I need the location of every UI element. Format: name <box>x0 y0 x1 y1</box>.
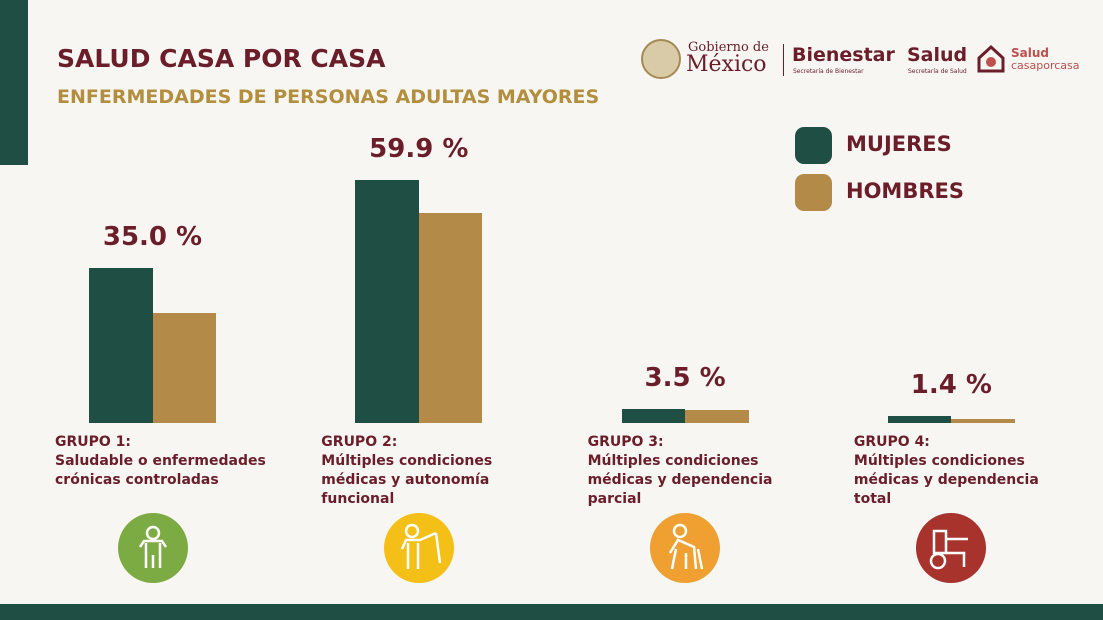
category-label: GRUPO 2: Múltiples condiciones médicas y … <box>321 433 536 509</box>
category-label: GRUPO 4: Múltiples condiciones médicas y … <box>854 433 1069 509</box>
logo-text: Gobierno de <box>688 40 769 55</box>
category-group: GRUPO 2: <box>321 434 398 450</box>
category-description: Múltiples condiciones médicas y autonomí… <box>321 453 493 507</box>
total-label: 1.4 % <box>910 370 992 401</box>
total-label: 35.0 % <box>102 221 203 252</box>
category-description: Saludable o enfermedades crónicas contro… <box>55 453 266 488</box>
accent-bar <box>0 0 28 165</box>
divider <box>783 44 784 76</box>
seal-icon <box>641 39 681 79</box>
legend-swatch <box>795 174 832 211</box>
chart-title: SALUD CASA POR CASA <box>57 44 386 73</box>
category-label: GRUPO 1: Saludable o enfermedades crónica… <box>55 433 270 490</box>
bar <box>89 267 153 423</box>
category-group: GRUPO 3: <box>587 434 664 450</box>
legend-label: HOMBRES <box>846 179 964 203</box>
category-group: GRUPO 1: <box>55 434 132 450</box>
bar <box>887 416 952 423</box>
group-icon <box>916 513 986 583</box>
total-label: 59.9 % <box>369 134 469 164</box>
legend-swatch <box>795 127 832 164</box>
logo-text: Bienestar <box>792 44 895 66</box>
logo-text: Secretaría de Bienestar <box>793 68 864 75</box>
bar <box>621 409 686 423</box>
bar <box>951 419 1015 423</box>
logo-text: Salud <box>1011 46 1049 60</box>
logo-text: Salud <box>907 44 968 66</box>
bar <box>152 313 216 423</box>
logo-text: casaporcasa <box>1011 59 1080 72</box>
bar <box>685 410 749 423</box>
total-label: 3.5 % <box>644 363 726 394</box>
category-label: GRUPO 3: Múltiples condiciones médicas y … <box>588 433 803 509</box>
logo-text: México <box>686 52 767 77</box>
house-icon <box>977 44 1005 73</box>
group-icon <box>650 513 720 583</box>
group-icon <box>118 513 188 583</box>
legend-label: MUJERES <box>846 132 952 156</box>
chart-subtitle: ENFERMEDADES DE PERSONAS ADULTAS MAYORES <box>57 86 600 108</box>
logo-text: Secretaría de Salud <box>908 68 967 75</box>
group-icon <box>384 513 454 583</box>
bar <box>418 212 483 423</box>
category-description: Múltiples condiciones médicas y dependen… <box>853 453 1039 507</box>
category-description: Múltiples condiciones médicas y dependen… <box>587 453 773 507</box>
category-group: GRUPO 4: <box>853 434 930 450</box>
bar <box>355 180 419 423</box>
footer-bar <box>0 604 1103 620</box>
